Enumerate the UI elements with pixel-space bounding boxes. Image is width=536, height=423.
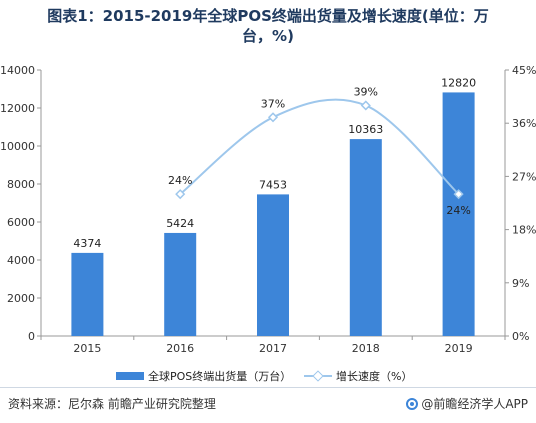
y-left-tick-label: 2000: [7, 292, 35, 305]
growth-line: [179, 98, 460, 195]
y-right-tick-label: 45%: [512, 64, 536, 77]
x-tick-label: 2015: [73, 342, 101, 355]
y-left-tick-label: 4000: [7, 254, 35, 267]
y-left-tick-label: 10000: [0, 140, 35, 153]
growth-marker: [267, 112, 279, 123]
bar-value-label: 4374: [73, 237, 101, 250]
bar-value-label: 12820: [441, 76, 476, 89]
bar: [164, 232, 197, 336]
bar: [257, 194, 289, 336]
growth-marker: [175, 189, 186, 200]
source-text: 资料来源：尼尔森 前瞻产业研究院整理: [8, 397, 216, 411]
bar-series: [71, 92, 475, 336]
x-tick-label: 2019: [445, 342, 473, 355]
y-right-ticks: 0% 9% 18% 27% 36% 45%: [505, 64, 536, 343]
legend-bar-swatch: [116, 372, 144, 380]
y-left-tick-label: 0: [28, 330, 35, 343]
bar-value-label: 5424: [166, 217, 194, 230]
y-left-ticks: 0 2000 4000 6000 8000 10000 12000 14000: [0, 64, 41, 343]
legend-item-bar: 全球POS终端出货量（万台）: [116, 368, 291, 384]
chart-title-line1: 图表1：2015-2019年全球POS终端出货量及增长速度(单位：万: [47, 7, 489, 25]
growth-label: 24%: [446, 204, 470, 217]
y-right-tick-label: 27%: [512, 170, 536, 183]
y-left-tick-label: 8000: [7, 178, 35, 191]
x-tick-label: 2016: [166, 342, 194, 355]
y-right-tick-label: 9%: [512, 277, 529, 290]
growth-label: 24%: [168, 174, 192, 187]
growth-label: 37%: [261, 97, 285, 110]
legend: 全球POS终端出货量（万台） 增长速度（%）: [0, 368, 536, 384]
bar-value-label: 7453: [259, 178, 287, 191]
legend-item-line: 增长速度（%）: [304, 368, 412, 384]
brand-credit: @前瞻经济学人APP: [406, 395, 528, 412]
legend-bar-label: 全球POS终端出货量（万台）: [148, 370, 292, 383]
growth-marker: [453, 189, 464, 200]
y-right-tick-label: 18%: [512, 224, 536, 237]
bar: [442, 92, 475, 336]
brand-text: @前瞻经济学人APP: [421, 397, 528, 411]
y-right-tick-label: 0%: [512, 330, 529, 343]
bar-value-labels: 4374 5424 7453 10363 12820: [73, 76, 476, 249]
bar: [349, 139, 382, 336]
y-right-tick-label: 36%: [512, 117, 536, 130]
chart-title-line2: 台，%): [242, 27, 294, 45]
bar: [71, 252, 104, 336]
legend-line-swatch: [304, 372, 332, 380]
y-left-tick-label: 12000: [0, 102, 35, 115]
x-tick-labels: 2015 2016 2017 2018 2019: [40, 336, 506, 355]
x-tick-label: 2017: [259, 342, 287, 355]
x-tick-label: 2018: [352, 342, 380, 355]
footer-divider: [0, 387, 536, 388]
legend-line-label: 增长速度（%）: [336, 370, 413, 383]
chart-title: 图表1：2015-2019年全球POS终端出货量及增长速度(单位：万 台，%): [0, 6, 536, 46]
bar-value-label: 10363: [348, 123, 383, 136]
line-series: 24% 37% 39% 24%: [168, 85, 471, 217]
growth-label: 39%: [354, 85, 378, 98]
brand-logo-icon: [406, 397, 419, 410]
growth-marker: [360, 100, 371, 111]
y-left-tick-label: 6000: [7, 216, 35, 229]
y-left-tick-label: 14000: [0, 64, 35, 77]
